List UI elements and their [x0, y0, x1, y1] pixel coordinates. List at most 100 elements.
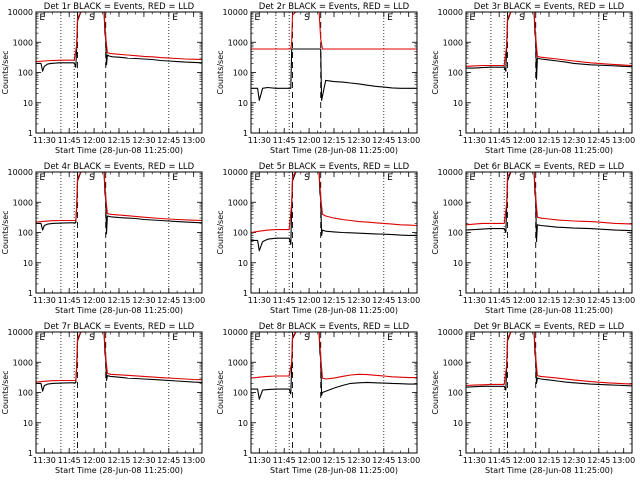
plot-frame — [465, 331, 633, 454]
marker-label: E — [39, 173, 45, 183]
chart-panel-1: Det 1r BLACK = Events, RED = LLD Counts/s… — [1, 2, 205, 155]
marker-label: E — [254, 333, 260, 343]
y-tick-label: 10000 — [223, 328, 248, 337]
y-tick-label: 100 — [233, 229, 248, 238]
plot-frame — [250, 171, 418, 294]
y-tick-label: 1000 — [228, 358, 248, 367]
y-tick-label: 10000 — [8, 168, 33, 177]
x-tick-label: 12:15 — [537, 296, 560, 305]
x-tick-label: 12:45 — [587, 296, 610, 305]
x-tick-label: 11:45 — [273, 296, 296, 305]
marker-label: E — [469, 333, 475, 343]
marker-label: E — [602, 13, 608, 23]
x-axis-label: Start Time (28-Jun-08 11:25:00) — [270, 146, 398, 155]
x-tick-label: 12:45 — [157, 136, 180, 145]
chart-title: Det 2r BLACK = Events, RED = LLD — [259, 2, 410, 12]
chart-title: Det 7r BLACK = Events, RED = LLD — [44, 322, 195, 332]
marker-label: E — [469, 13, 475, 23]
y-axis-label: Counts/sec — [1, 50, 10, 94]
y-tick-label: 1 — [458, 289, 463, 298]
x-tick-label: 12:15 — [322, 136, 345, 145]
chart-panel-3: Det 3r BLACK = Events, RED = LLD Counts/s… — [431, 2, 635, 155]
x-tick-label: 11:30 — [463, 136, 486, 145]
y-axis-label: Counts/sec — [431, 210, 440, 254]
chart-title: Det 3r BLACK = Events, RED = LLD — [474, 2, 625, 12]
y-tick-label: 100 — [18, 229, 33, 238]
y-tick-label: 10000 — [438, 328, 463, 337]
chart-panel-5: Det 5r BLACK = Events, RED = LLD Counts/s… — [216, 162, 420, 315]
x-tick-label: 11:45 — [488, 136, 511, 145]
x-tick-label: 11:45 — [488, 456, 511, 465]
marker-label: S — [304, 13, 310, 23]
y-tick-label: 100 — [233, 69, 248, 78]
x-axis-label: Start Time (28-Jun-08 11:25:00) — [485, 466, 613, 475]
lld-series-line — [35, 11, 203, 63]
x-tick-label: 12:30 — [562, 456, 585, 465]
x-tick-label: 13:00 — [612, 296, 635, 305]
x-axis-label: Start Time (28-Jun-08 11:25:00) — [270, 466, 398, 475]
chart-title: Det 6r BLACK = Events, RED = LLD — [474, 162, 625, 172]
y-axis-label: Counts/sec — [216, 370, 225, 414]
chart-title: Det 9r BLACK = Events, RED = LLD — [474, 322, 625, 332]
x-tick-label: 12:00 — [298, 456, 321, 465]
x-tick-label: 12:30 — [347, 136, 370, 145]
marker-label: E — [172, 333, 178, 343]
chart-title: Det 5r BLACK = Events, RED = LLD — [259, 162, 410, 172]
events-series-line — [251, 48, 417, 101]
y-tick-label: 1000 — [13, 198, 33, 207]
marker-label: S — [304, 333, 310, 343]
marker-label: S — [519, 13, 525, 23]
marker-label: E — [254, 13, 260, 23]
y-tick-label: 100 — [18, 389, 33, 398]
marker-label: E — [387, 173, 393, 183]
y-tick-label: 1000 — [13, 38, 33, 47]
chart-panel-8: Det 8r BLACK = Events, RED = LLD Counts/s… — [216, 322, 420, 475]
y-tick-label: 10 — [23, 259, 33, 268]
y-tick-label: 1 — [28, 449, 33, 458]
y-tick-label: 1 — [243, 289, 248, 298]
plot-frame — [250, 11, 418, 134]
x-tick-label: 12:45 — [157, 296, 180, 305]
x-tick-label: 12:00 — [83, 456, 106, 465]
x-tick-label: 11:45 — [58, 136, 81, 145]
y-tick-label: 1 — [28, 129, 33, 138]
y-tick-label: 10 — [453, 259, 463, 268]
x-tick-label: 12:15 — [537, 456, 560, 465]
y-tick-label: 1000 — [13, 358, 33, 367]
y-tick-label: 10000 — [223, 8, 248, 17]
x-tick-label: 12:15 — [107, 136, 130, 145]
x-tick-label: 11:45 — [273, 456, 296, 465]
x-tick-label: 12:30 — [132, 296, 155, 305]
y-tick-label: 1 — [458, 129, 463, 138]
lld-series-line — [250, 331, 417, 380]
x-tick-label: 12:45 — [587, 136, 610, 145]
x-tick-label: 13:00 — [612, 456, 635, 465]
chart-panel-2: Det 2r BLACK = Events, RED = LLD Counts/s… — [216, 2, 420, 155]
x-tick-label: 11:45 — [58, 296, 81, 305]
x-tick-label: 11:45 — [488, 296, 511, 305]
marker-label: E — [387, 333, 393, 343]
x-tick-label: 12:30 — [132, 456, 155, 465]
x-tick-label: 12:00 — [513, 296, 536, 305]
x-tick-label: 12:00 — [513, 456, 536, 465]
y-axis-label: Counts/sec — [1, 370, 10, 414]
chart-panel-9: Det 9r BLACK = Events, RED = LLD Counts/s… — [431, 322, 635, 475]
x-tick-label: 12:30 — [562, 136, 585, 145]
plot-frame — [250, 331, 418, 454]
x-tick-label: 13:00 — [397, 456, 420, 465]
y-tick-label: 10 — [453, 419, 463, 428]
chart-title: Det 8r BLACK = Events, RED = LLD — [259, 322, 410, 332]
y-axis-label: Counts/sec — [216, 210, 225, 254]
plot-frame — [465, 11, 633, 134]
y-tick-label: 1 — [28, 289, 33, 298]
chart-title: Det 4r BLACK = Events, RED = LLD — [44, 162, 195, 172]
marker-label: S — [519, 173, 525, 183]
y-tick-label: 10000 — [8, 328, 33, 337]
x-tick-label: 12:15 — [322, 456, 345, 465]
y-tick-label: 10000 — [438, 168, 463, 177]
events-series-line — [251, 331, 417, 400]
y-tick-label: 1000 — [443, 38, 463, 47]
y-tick-label: 1000 — [228, 198, 248, 207]
x-tick-label: 12:30 — [132, 136, 155, 145]
x-tick-label: 11:45 — [273, 136, 296, 145]
